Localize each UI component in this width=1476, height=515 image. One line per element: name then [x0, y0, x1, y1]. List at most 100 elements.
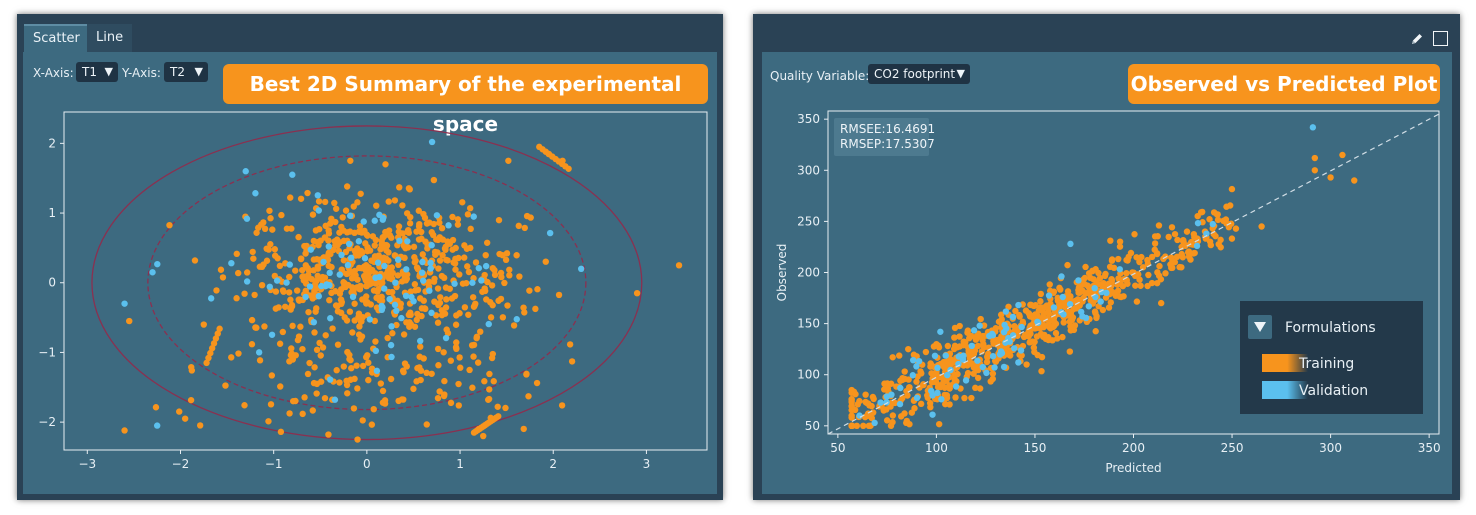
training-point — [1139, 264, 1147, 271]
validation-point — [349, 293, 357, 301]
training-point — [370, 287, 378, 294]
training-point — [311, 364, 318, 371]
identity-line — [827, 113, 1440, 435]
observed-predicted-plot[interactable]: 50 100 150 200 250 300 350 50 100 150 200 250 300 350… — [753, 14, 1460, 500]
scatter-points — [121, 138, 683, 443]
validation-point — [255, 349, 263, 356]
pencil-icon[interactable] — [1409, 31, 1425, 47]
validation-point — [327, 315, 334, 322]
validation-point — [310, 318, 318, 326]
training-point — [1100, 280, 1107, 287]
validation-point — [1009, 313, 1017, 321]
training-point — [333, 367, 340, 374]
y-tick-label: 0 — [48, 276, 56, 290]
training-point — [1133, 254, 1140, 261]
training-point — [420, 210, 427, 218]
training-point — [379, 387, 387, 395]
score-scatter-plot[interactable]: −3 −2 −1 0 1 2 3 −2 −1 0 1 2 — [17, 14, 723, 500]
training-point — [235, 350, 242, 357]
training-point — [520, 304, 527, 311]
training-point — [277, 428, 285, 436]
training-point — [542, 258, 549, 265]
training-point — [326, 296, 333, 304]
training-point — [523, 371, 530, 378]
training-point — [1054, 335, 1061, 342]
training-point — [464, 211, 472, 218]
training-point — [315, 198, 323, 205]
training-point — [1136, 276, 1143, 283]
training-point — [297, 195, 305, 202]
y-axis-label: Y-Axis: — [122, 66, 161, 80]
training-point — [1171, 230, 1179, 238]
training-point — [334, 242, 341, 249]
validation-point — [1011, 345, 1018, 352]
training-point — [486, 386, 493, 393]
training-point — [351, 300, 358, 307]
tab-line[interactable]: Line — [87, 24, 133, 52]
training-point — [1037, 290, 1045, 298]
training-point — [410, 243, 418, 251]
validation-point — [408, 293, 415, 301]
training-point — [908, 409, 916, 416]
training-point — [325, 237, 332, 244]
training-point — [1227, 202, 1234, 209]
training-point — [501, 279, 508, 287]
validation-point — [347, 254, 355, 262]
training-point — [467, 244, 474, 252]
training-point — [1136, 258, 1143, 266]
training-point — [381, 397, 389, 404]
validation-point — [988, 330, 996, 338]
training-point — [459, 280, 467, 287]
training-point — [467, 225, 474, 233]
training-point — [348, 275, 356, 282]
training-point — [265, 246, 272, 253]
right-title-banner: Observed vs Predicted Plot — [1128, 64, 1440, 104]
rmsee-label: RMSEE:16.4691 — [840, 122, 935, 136]
training-point — [354, 436, 361, 443]
y-axis-dropdown[interactable]: T2 ▼ — [164, 62, 208, 82]
x-axis-dropdown[interactable]: T1 ▼ — [76, 62, 118, 82]
validation-point — [1085, 303, 1093, 310]
training-point — [344, 348, 351, 356]
y-tick-label: −1 — [38, 345, 56, 359]
validation-point — [1006, 338, 1013, 345]
training-point — [861, 413, 869, 421]
training-point — [241, 402, 248, 409]
training-point — [355, 264, 363, 272]
legend[interactable]: Formulations Training Validation — [1240, 301, 1423, 414]
x-tick-label: 3 — [643, 457, 651, 471]
rmse-box — [834, 118, 929, 156]
training-point — [1180, 237, 1187, 244]
training-point — [883, 417, 891, 424]
training-point — [299, 266, 306, 274]
training-point — [354, 245, 361, 252]
training-point — [477, 328, 484, 335]
training-point — [416, 220, 423, 228]
validation-point — [355, 238, 363, 245]
training-point — [363, 282, 371, 290]
quality-variable-dropdown[interactable]: CO2 footprint ▼ — [868, 64, 970, 84]
training-point — [1060, 319, 1067, 326]
training-point — [943, 392, 951, 399]
training-point — [491, 266, 498, 274]
training-point — [455, 402, 462, 409]
training-point — [453, 339, 460, 346]
training-point — [434, 345, 442, 353]
training-point — [311, 329, 318, 336]
training-point — [977, 315, 984, 323]
maximize-icon[interactable] — [1433, 31, 1448, 46]
training-point — [271, 246, 279, 253]
training-point — [386, 232, 394, 239]
training-point — [1026, 311, 1033, 318]
validation-point — [418, 269, 426, 276]
training-point — [1165, 233, 1172, 241]
training-point — [968, 394, 975, 402]
training-point — [385, 257, 392, 264]
validation-point — [979, 363, 987, 371]
training-point — [444, 257, 451, 264]
tab-scatter[interactable]: Scatter — [24, 24, 89, 52]
training-point — [406, 186, 413, 193]
validation-point — [942, 352, 949, 359]
training-point — [389, 330, 396, 337]
validation-point — [286, 261, 293, 268]
